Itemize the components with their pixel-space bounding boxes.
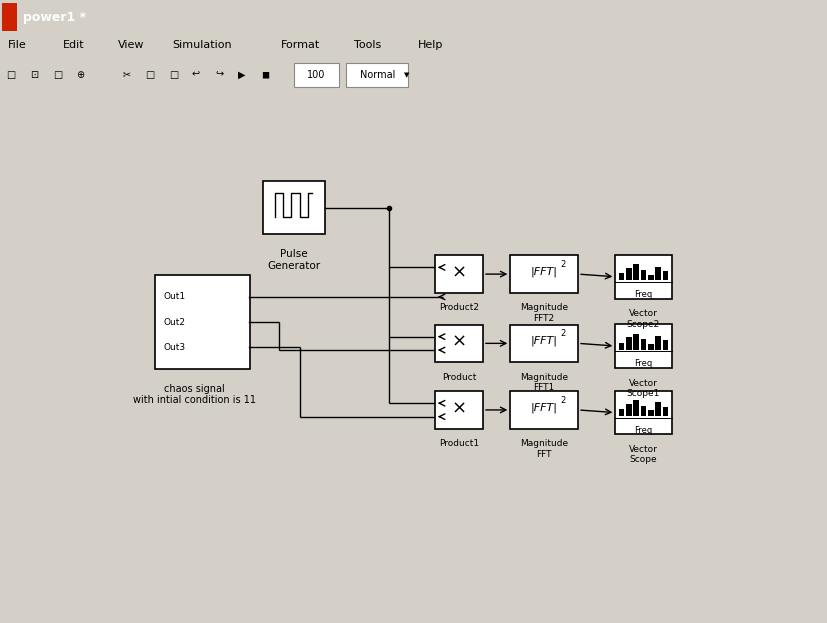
Bar bbox=[641, 270, 646, 280]
Bar bbox=[633, 264, 639, 280]
Bar bbox=[633, 400, 639, 416]
Bar bbox=[510, 391, 578, 429]
Bar bbox=[615, 324, 672, 368]
Bar bbox=[626, 404, 632, 416]
Text: Simulation: Simulation bbox=[172, 40, 232, 50]
Bar bbox=[626, 337, 632, 350]
Text: 2: 2 bbox=[561, 330, 566, 338]
Bar bbox=[615, 391, 672, 434]
Bar bbox=[2, 3, 17, 31]
Text: Vector
Scope2: Vector Scope2 bbox=[627, 309, 660, 329]
Bar bbox=[435, 325, 483, 362]
Text: ↩: ↩ bbox=[192, 70, 200, 80]
Text: ×: × bbox=[452, 399, 466, 417]
Text: power1 *: power1 * bbox=[23, 11, 86, 24]
Bar bbox=[641, 406, 646, 416]
Text: Freq: Freq bbox=[634, 359, 653, 368]
Text: ⊡: ⊡ bbox=[30, 70, 38, 80]
Bar bbox=[641, 340, 646, 350]
Text: Product: Product bbox=[442, 373, 476, 382]
Text: Vector
Scope: Vector Scope bbox=[629, 445, 657, 465]
Text: □: □ bbox=[169, 70, 178, 80]
Bar bbox=[648, 275, 653, 280]
Text: Edit: Edit bbox=[63, 40, 84, 50]
Bar bbox=[648, 344, 653, 350]
Bar bbox=[346, 63, 408, 87]
Text: Help: Help bbox=[418, 40, 443, 50]
Text: Format: Format bbox=[281, 40, 320, 50]
Text: File: File bbox=[8, 40, 27, 50]
Bar bbox=[633, 333, 639, 350]
Text: Pulse
Generator: Pulse Generator bbox=[267, 249, 320, 270]
Text: □: □ bbox=[53, 70, 62, 80]
Text: ⊕: ⊕ bbox=[76, 70, 84, 80]
Bar bbox=[619, 343, 624, 350]
Bar bbox=[662, 271, 668, 280]
Text: ↪: ↪ bbox=[215, 70, 223, 80]
Bar bbox=[262, 181, 324, 234]
Bar bbox=[435, 391, 483, 429]
Text: |FFT|: |FFT| bbox=[531, 335, 557, 346]
Text: 2: 2 bbox=[561, 396, 566, 405]
Bar bbox=[619, 273, 624, 280]
Text: Freq: Freq bbox=[634, 426, 653, 435]
Text: Vector
Scope1: Vector Scope1 bbox=[627, 379, 660, 398]
Text: |FFT|: |FFT| bbox=[531, 402, 557, 412]
Bar bbox=[655, 336, 661, 350]
Text: Normal: Normal bbox=[360, 70, 395, 80]
Text: ×: × bbox=[452, 333, 466, 351]
Text: |FFT|: |FFT| bbox=[531, 266, 557, 277]
Text: Out1: Out1 bbox=[164, 292, 185, 302]
Text: 100: 100 bbox=[307, 70, 325, 80]
Text: chaos signal
with intial condition is 11: chaos signal with intial condition is 11 bbox=[133, 384, 256, 405]
Bar bbox=[648, 411, 653, 416]
Text: ✂: ✂ bbox=[122, 70, 131, 80]
Bar bbox=[662, 340, 668, 350]
Text: ▶: ▶ bbox=[238, 70, 246, 80]
Text: Magnitude
FFT1: Magnitude FFT1 bbox=[520, 373, 568, 392]
Bar bbox=[655, 267, 661, 280]
Bar bbox=[662, 407, 668, 416]
Bar bbox=[510, 325, 578, 362]
Text: 2: 2 bbox=[561, 260, 566, 269]
Bar bbox=[155, 275, 250, 369]
Text: Product1: Product1 bbox=[439, 439, 479, 448]
Text: View: View bbox=[117, 40, 144, 50]
Bar bbox=[510, 255, 578, 293]
Bar bbox=[615, 255, 672, 298]
Text: ×: × bbox=[452, 264, 466, 282]
Text: □: □ bbox=[7, 70, 16, 80]
Bar bbox=[294, 63, 339, 87]
Text: ▼: ▼ bbox=[404, 72, 409, 78]
Text: □: □ bbox=[146, 70, 155, 80]
Text: Freq: Freq bbox=[634, 290, 653, 299]
Text: Magnitude
FFT: Magnitude FFT bbox=[520, 439, 568, 459]
Text: Product2: Product2 bbox=[439, 303, 479, 312]
Text: Magnitude
FFT2: Magnitude FFT2 bbox=[520, 303, 568, 323]
Bar bbox=[626, 268, 632, 280]
Text: Out2: Out2 bbox=[164, 318, 185, 326]
Text: Out3: Out3 bbox=[164, 343, 185, 352]
Bar bbox=[435, 255, 483, 293]
Bar bbox=[655, 402, 661, 416]
Bar bbox=[619, 409, 624, 416]
Text: ◼: ◼ bbox=[261, 70, 270, 80]
Text: Tools: Tools bbox=[354, 40, 381, 50]
